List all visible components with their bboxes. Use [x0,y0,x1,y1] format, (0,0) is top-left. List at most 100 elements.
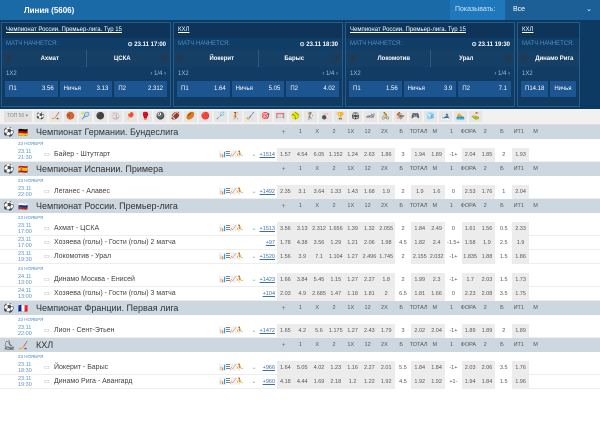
odds-button[interactable]: Ничья 5.05 [231,81,285,97]
odds-cell[interactable]: 3 [394,323,412,338]
odds-cell[interactable]: 1.94 [411,147,429,162]
sport-filter-icon[interactable]: 🏊 [454,111,467,122]
column-header[interactable]: X [315,203,320,209]
odds-cell[interactable]: 1.21 [344,235,361,250]
odds-cell[interactable]: 1.27 [344,323,361,338]
odds-cell[interactable]: 1.5 [495,374,513,389]
event-row[interactable]: 23.11 21:30 ▭ Байер - Штутгарт 📊☰📈⛹ ⌄ +1514 1.5… [0,147,600,162]
odds-cell[interactable]: 1.15 [327,272,345,287]
odds-button[interactable]: Ничья [550,81,576,97]
sport-filter-icon[interactable]: 🏐 [109,111,122,122]
column-header[interactable]: 1 [298,203,302,209]
sport-filter-icon[interactable]: 🥊 [139,111,152,122]
sport-filter-icon[interactable]: 🎿 [439,111,452,122]
card-league-link[interactable]: Чемпионат России. Премьер-лига. Тур 15 [346,23,514,38]
column-header[interactable]: + [281,304,286,312]
column-header[interactable]: 2 [332,203,336,209]
column-header[interactable]: 12 [364,129,371,135]
more-markets-link[interactable]: +1472 [259,327,275,334]
column-header[interactable]: 2 [332,129,336,135]
odds-cell[interactable]: 3.84 [293,272,311,287]
odds-cell[interactable]: 3 [394,147,412,162]
column-header[interactable]: 2 [483,166,487,172]
odds-button[interactable]: П2 7.1 [458,81,512,97]
sport-filter-icon[interactable]: 🎯 [259,111,272,122]
more-markets-link[interactable]: +1520 [259,253,275,260]
column-header[interactable]: М [432,166,438,172]
odds-button[interactable]: П1 1.56 [349,81,402,97]
card-league-link[interactable]: Чемпионат России. Премьер-лига. Тур 15 [2,23,170,38]
odds-cell[interactable]: 1.47 [327,286,345,301]
odds-cell[interactable]: 3.56 [277,221,294,236]
column-header[interactable]: Б [500,129,504,135]
odds-cell[interactable]: 2.01 [377,360,395,375]
odds-cell[interactable]: 1.84 [411,360,429,375]
column-header[interactable]: 12 [364,342,371,348]
event-row[interactable]: 23.11 17:00 ▭ Ахмат - ЦСКА 📊☰📈⛹ ⌄ +1513 3.56 3.1… [0,221,600,236]
match-card[interactable]: КХЛ МАТЧ НАЧНЕТСЯ: 🛡 Динамо Рига 1Х2 П1 4.18 Ни… [517,22,580,107]
card-league-link[interactable]: КХЛ [518,23,579,38]
event-name[interactable]: Локомотив - Урал [54,253,112,260]
odds-cell[interactable]: -1.5+ [444,235,462,250]
odds-button[interactable]: Ничья 3.9 [403,81,457,97]
odds-cell[interactable]: 1.58 [461,235,479,250]
odds-cell[interactable]: 3.5 [495,286,513,301]
odds-cell[interactable]: 2.685 [310,286,328,301]
odds-cell[interactable]: 1.656 [327,221,345,236]
column-header[interactable]: ТОТАЛ [409,342,428,348]
column-header[interactable]: 12 [364,166,371,172]
top-filter-dropdown[interactable]: ТОП 50 ▾ [4,111,32,122]
sport-filter-icon[interactable]: 🧊 [424,111,437,122]
odds-cell[interactable]: 1.92 [428,374,445,389]
odds-cell[interactable]: 1.85 [478,147,496,162]
sport-filter-icon[interactable]: 🏇 [394,111,407,122]
column-header[interactable]: Б [399,166,403,172]
stats-icons[interactable]: 📊☰📈⛹ [219,189,244,195]
odds-cell[interactable]: 1.98 [377,235,395,250]
odds-cell[interactable]: 4.2 [293,323,311,338]
column-header[interactable]: X [315,166,320,172]
sport-filter-icon[interactable]: 🥅 [274,111,287,122]
odds-cell[interactable]: 4.18 [277,374,294,389]
odds-cell[interactable]: 2.43 [360,323,378,338]
sport-filter-icon[interactable]: 🏓 [124,111,137,122]
column-header[interactable]: М [432,129,438,135]
odds-cell[interactable]: 2.155 [411,249,429,264]
odds-cell[interactable]: 2.3 [428,272,445,287]
league-header-row[interactable]: ⛸ 🏒 КХЛ +1 X 2 1X 12 2X Б ТОТАЛ М 1 ФОРА 2 Б ИТ1 М [0,338,600,352]
odds-button[interactable]: П2 4.02 [286,81,340,97]
league-header-row[interactable]: ⚽ 🇫🇷 Чемпионат Франции. Первая лига +1 X 2 1X 1… [0,301,600,315]
sport-filter-icon[interactable]: 🏒 [49,111,62,122]
event-name[interactable]: Хозяева (голы) - Гости (голы) 2 матча [54,239,176,246]
league-header-row[interactable]: ⚽ 🇩🇪 Чемпионат Германии. Бундеслига +1 X 2 1X 1… [0,125,600,139]
odds-cell[interactable]: 5.5 [394,360,412,375]
odds-cell[interactable]: 1.84 [428,360,445,375]
odds-cell[interactable]: 1.835 [461,249,479,264]
stats-icons[interactable]: 📊☰📈⛹ [219,152,244,158]
column-header[interactable]: + [281,165,286,173]
column-header[interactable]: 1 [450,129,454,135]
odds-cell[interactable]: 2 [495,323,513,338]
odds-cell[interactable]: 4.5 [394,374,412,389]
sport-filter-icon[interactable]: 🥎 [289,111,302,122]
odds-cell[interactable]: -1+ [444,323,462,338]
odds-cell[interactable]: 1.89 [478,323,496,338]
odds-cell[interactable]: 1.86 [377,147,395,162]
odds-cell[interactable]: 2.27 [360,360,378,375]
odds-cell[interactable]: 1.84 [478,374,496,389]
odds-cell[interactable]: 1.56 [478,221,496,236]
odds-cell[interactable]: 1.79 [377,323,395,338]
odds-cell[interactable]: 1.92 [411,374,429,389]
column-header[interactable]: М [432,203,438,209]
odds-button[interactable]: П1 1.64 [177,81,230,97]
odds-cell[interactable]: 1.81 [411,286,429,301]
column-header[interactable]: 2X [381,203,388,209]
odds-cell[interactable]: 5.05 [293,360,311,375]
sport-filter-icon[interactable]: 🏉 [184,111,197,122]
column-header[interactable]: 1X [347,166,355,172]
odds-cell[interactable]: 1.64 [277,360,294,375]
column-header[interactable]: + [281,341,286,349]
odds-cell[interactable]: 2 [495,147,513,162]
match-card[interactable]: Чемпионат России. Премьер-лига. Тур 15 МА… [1,22,171,107]
odds-cell[interactable]: 1.93 [512,147,529,162]
